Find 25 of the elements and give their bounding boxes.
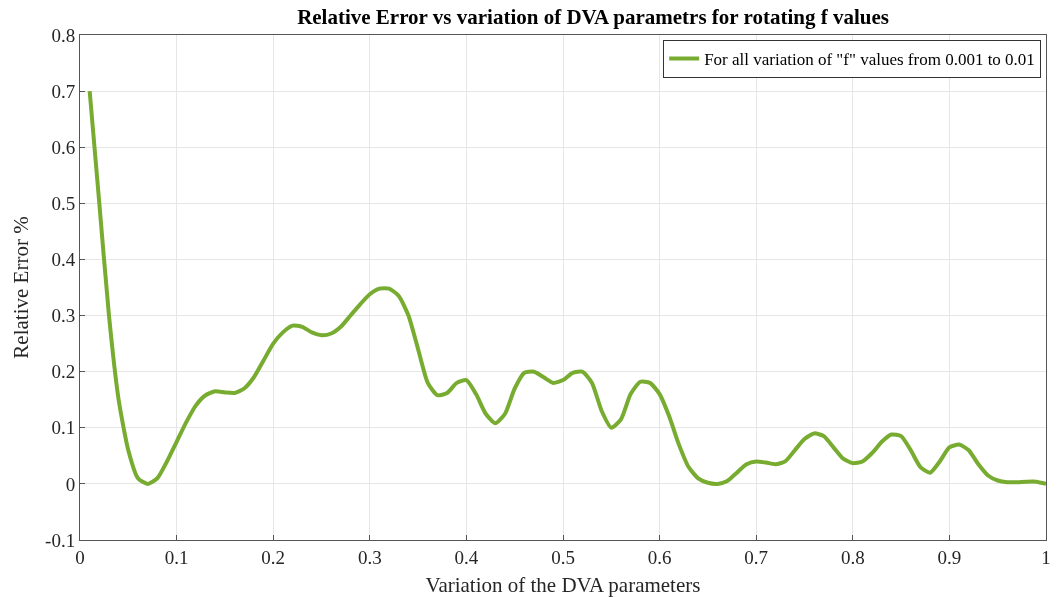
y-tick-label: 0.8 (51, 24, 76, 46)
x-tick-label: 0.7 (744, 546, 769, 568)
y-tick-label: 0.1 (51, 417, 76, 439)
x-tick-label: 0.6 (647, 546, 672, 568)
x-tick-label: 1 (1041, 546, 1051, 568)
y-tick-label: 0.7 (51, 80, 76, 102)
y-tick-label: -0.1 (45, 529, 76, 551)
y-axis-title: Relative Error % (9, 216, 33, 359)
y-tick-label: 0.2 (51, 361, 76, 383)
y-tick-label: 0.4 (51, 249, 76, 271)
chart-title: Relative Error vs variation of DVA parametrs for rotating f values (297, 4, 889, 29)
x-tick-label: 0.8 (840, 546, 865, 568)
y-tick-label: 0.6 (51, 136, 76, 158)
x-tick-label: 0.4 (454, 546, 479, 568)
y-tick-label: 0.3 (51, 305, 76, 327)
x-tick-label: 0.3 (357, 546, 382, 568)
legend-label: For all variation of "f" values from 0.001 to 0.01 (704, 50, 1035, 70)
line-series (87, 89, 1046, 486)
x-tick-label: 0.5 (551, 546, 575, 568)
y-tick-label: 0 (65, 473, 76, 495)
x-tick-label: 0.9 (937, 546, 962, 568)
x-tick-label: 0.1 (164, 546, 189, 568)
y-tick-label: 0.5 (51, 192, 76, 214)
x-tick-label: 0.2 (261, 546, 286, 568)
x-axis-title: Variation of the DVA parameters (425, 573, 701, 597)
